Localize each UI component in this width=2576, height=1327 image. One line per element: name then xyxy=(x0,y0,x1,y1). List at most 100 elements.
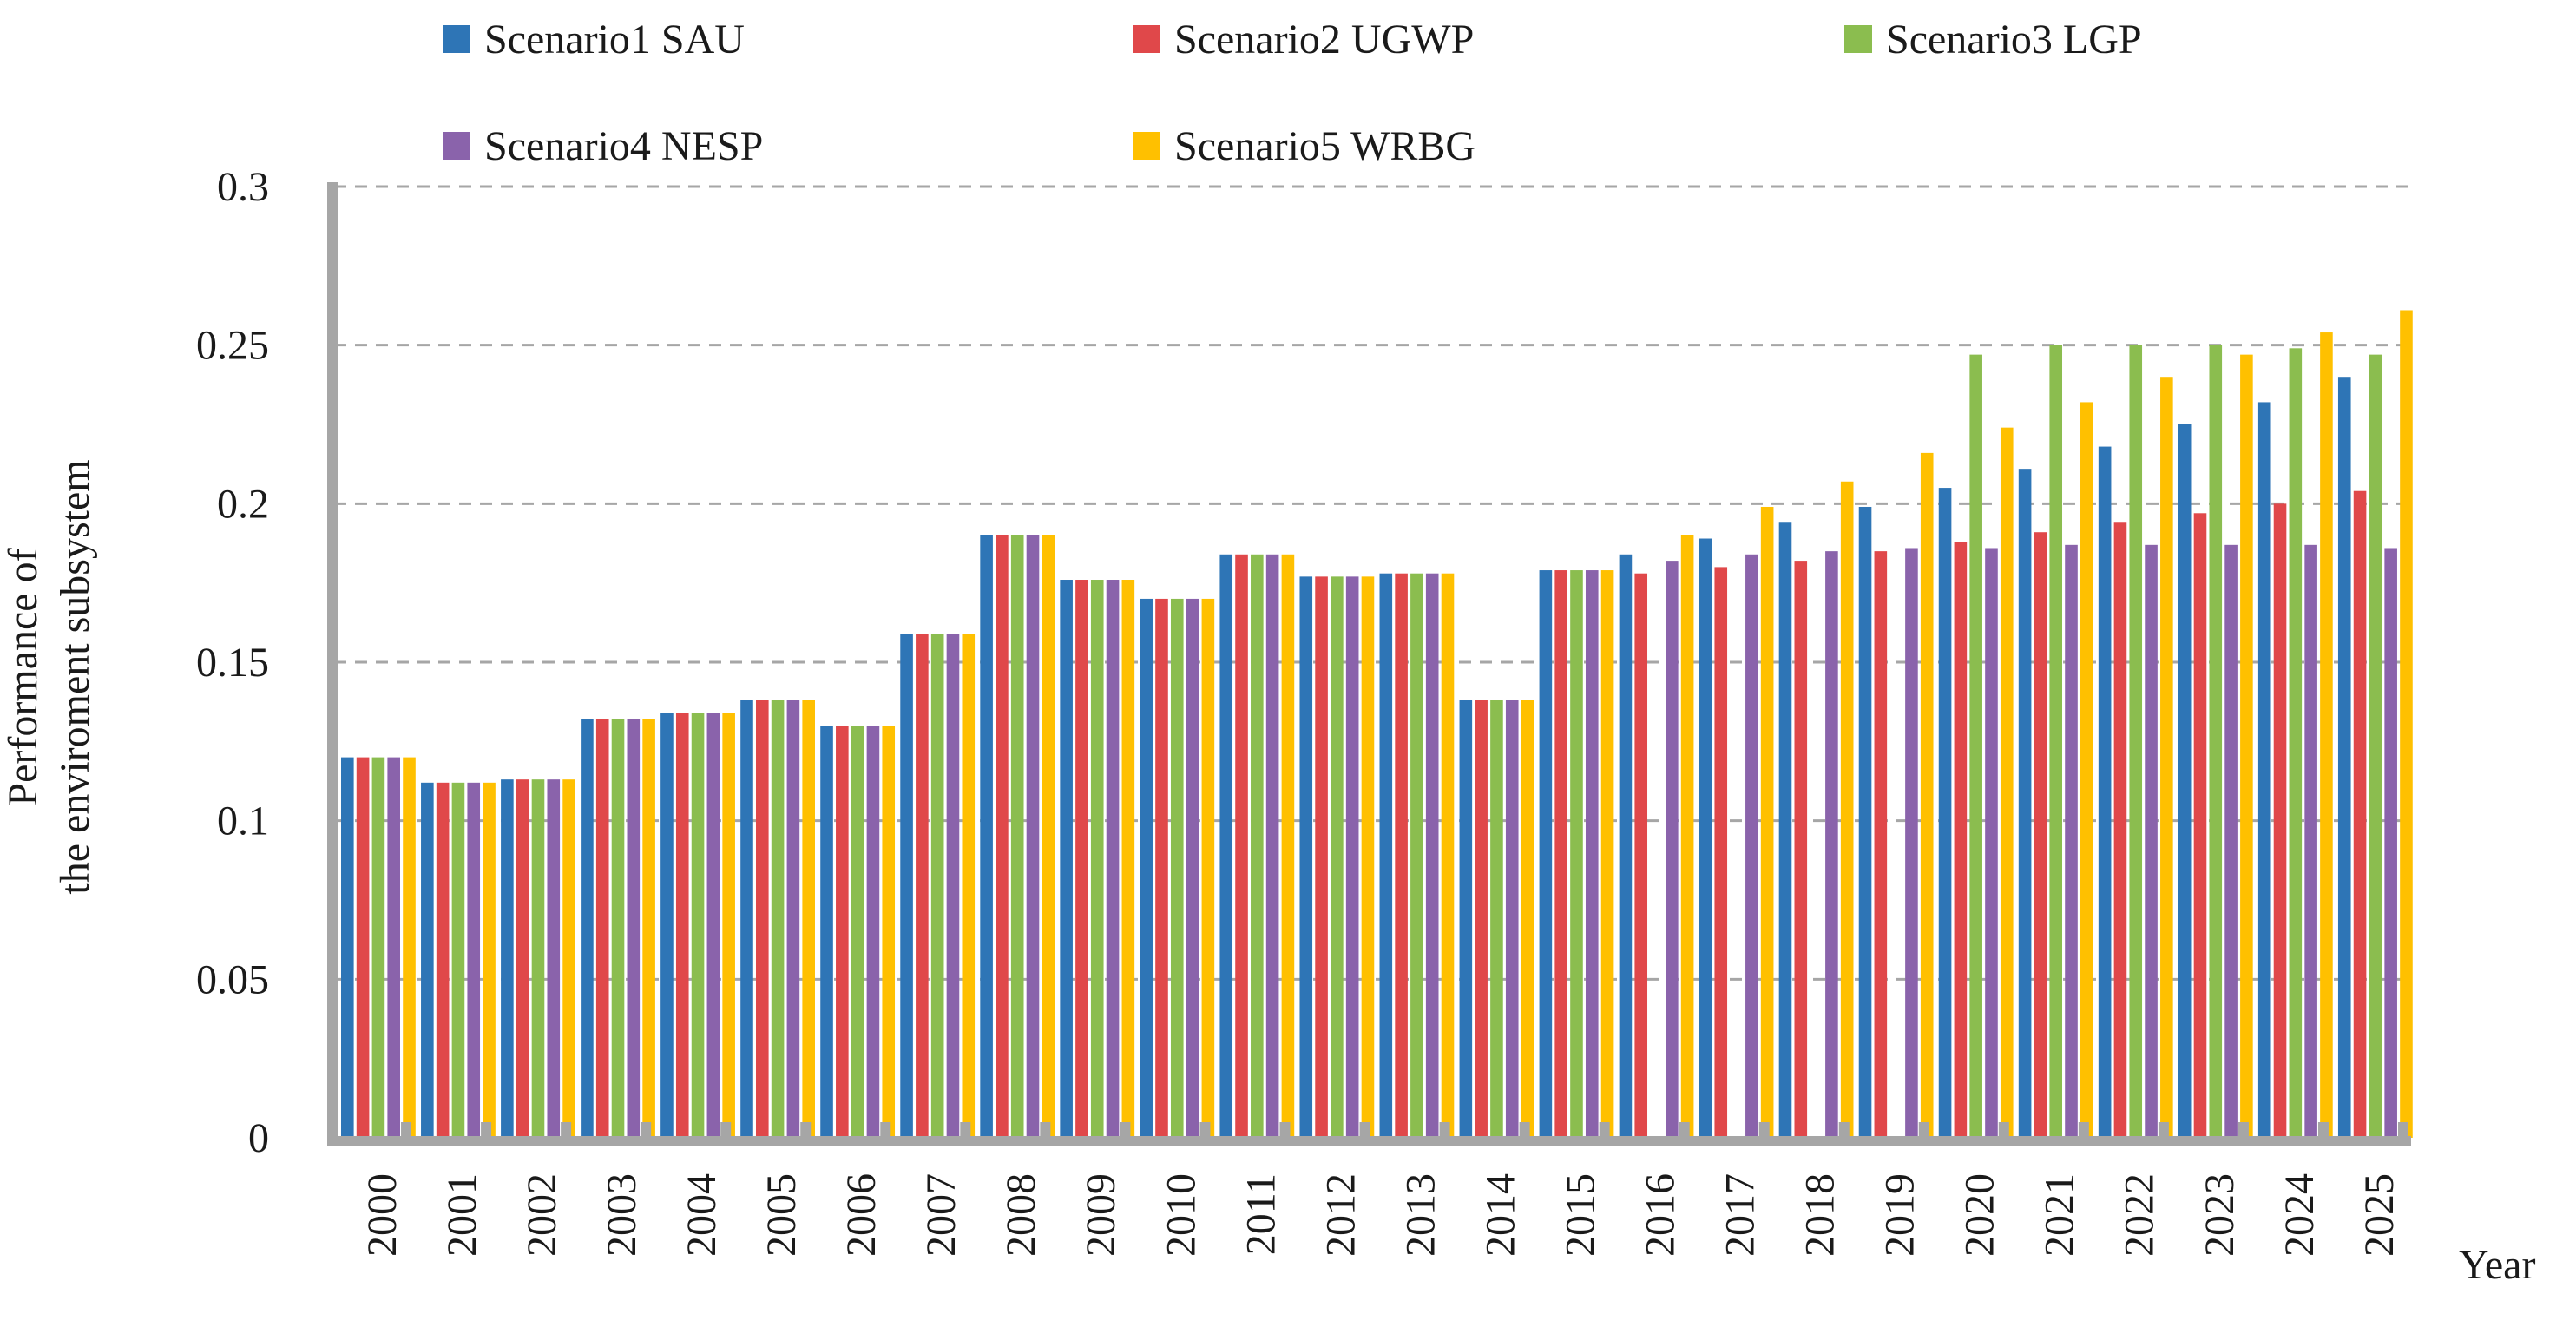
axis-tick-mark xyxy=(2398,1122,2408,1138)
bar xyxy=(627,719,641,1138)
bar xyxy=(1505,700,1519,1138)
y-tick-label: 0.15 xyxy=(196,640,269,686)
bar xyxy=(1299,576,1313,1138)
bar xyxy=(1760,506,1774,1138)
bar xyxy=(1155,598,1168,1138)
x-tick-label: 2012 xyxy=(1318,1173,1364,1257)
bar xyxy=(1459,700,1473,1138)
bar xyxy=(1680,535,1694,1138)
bar xyxy=(1570,570,1583,1138)
bar xyxy=(675,713,689,1138)
bar xyxy=(1379,573,1393,1138)
x-tick-label: 2005 xyxy=(759,1173,805,1257)
bar xyxy=(771,700,785,1138)
bar xyxy=(1361,576,1375,1138)
bar xyxy=(2129,345,2143,1139)
legend-entry: Scenario3 LGP xyxy=(1886,16,2142,62)
bar xyxy=(1600,570,1614,1138)
bar xyxy=(1521,700,1534,1138)
bar xyxy=(1874,551,1888,1138)
x-tick-label: 2024 xyxy=(2277,1173,2323,1257)
bar xyxy=(916,634,929,1138)
axis-tick-mark xyxy=(1758,1122,1770,1138)
bar xyxy=(2193,513,2207,1138)
x-tick-label: 2010 xyxy=(1158,1173,1204,1257)
x-tick-label: 2025 xyxy=(2356,1173,2402,1257)
y-tick-label: 0 xyxy=(248,1115,269,1161)
x-tick-label: 2002 xyxy=(519,1173,565,1257)
x-tick-label: 2011 xyxy=(1238,1173,1284,1255)
bar xyxy=(483,782,496,1138)
bar xyxy=(802,700,815,1138)
bar xyxy=(866,726,880,1138)
axis-tick-mark xyxy=(561,1122,572,1138)
bar xyxy=(900,634,913,1138)
bar xyxy=(1619,554,1633,1138)
x-tick-label: 2003 xyxy=(599,1173,645,1257)
bar xyxy=(2240,354,2253,1138)
y-tick-label: 0.2 xyxy=(217,481,269,527)
bar xyxy=(755,700,769,1138)
bar xyxy=(962,634,976,1138)
axis-tick-mark xyxy=(2078,1122,2089,1138)
bar xyxy=(1042,535,1055,1138)
bar xyxy=(2113,522,2127,1138)
bar xyxy=(2337,377,2351,1138)
bar xyxy=(1825,551,1838,1138)
bar xyxy=(691,713,705,1138)
bar xyxy=(1235,554,1248,1138)
axis-tick-mark xyxy=(720,1122,732,1138)
x-tick-label: 2000 xyxy=(359,1173,405,1257)
bar xyxy=(451,782,465,1138)
bar xyxy=(501,779,514,1138)
bar xyxy=(1954,542,1968,1138)
bar xyxy=(1794,561,1808,1138)
bar xyxy=(1969,354,1982,1138)
bar xyxy=(706,713,720,1138)
bar xyxy=(1265,554,1279,1138)
bar xyxy=(2018,469,2032,1138)
legend-entry: Scenario4 NESP xyxy=(484,123,763,169)
bar xyxy=(1331,576,1344,1138)
axis-tick-mark xyxy=(1519,1122,1530,1138)
legend-swatch xyxy=(1133,25,1160,53)
bars xyxy=(341,310,2413,1139)
bar xyxy=(2224,544,2238,1138)
legend: Scenario1 SAU Scenario2 UGWP Scenario3 LGP… xyxy=(443,16,2142,169)
y-axis-title-line2: the enviroment subsystem xyxy=(52,459,98,894)
bar xyxy=(946,634,960,1138)
bar xyxy=(2098,446,2112,1138)
axis-tick-mark xyxy=(2238,1122,2249,1138)
bar xyxy=(1699,538,1712,1138)
legend-entry: Scenario5 WRBG xyxy=(1174,123,1475,169)
axis-tick-mark xyxy=(2158,1122,2169,1138)
bar xyxy=(2320,332,2333,1138)
x-tick-label: 2015 xyxy=(1557,1173,1603,1257)
bar xyxy=(642,719,655,1138)
axis-tick-mark xyxy=(1838,1122,1850,1138)
bar xyxy=(1281,554,1295,1138)
bar xyxy=(1010,535,1024,1138)
axis-tick-mark xyxy=(2317,1122,2329,1138)
bar xyxy=(1106,580,1120,1138)
bar xyxy=(1490,700,1503,1138)
bar xyxy=(1395,573,1408,1138)
x-tick-label: 2017 xyxy=(1718,1173,1764,1257)
bar xyxy=(1905,548,1918,1138)
bar xyxy=(980,535,993,1138)
bar xyxy=(1840,481,1854,1138)
bar xyxy=(2049,345,2063,1139)
axis-tick-mark xyxy=(880,1122,891,1138)
bar xyxy=(2289,348,2303,1138)
x-tick-label: 2007 xyxy=(918,1173,964,1257)
bar xyxy=(1186,598,1199,1138)
axis-tick-mark xyxy=(1199,1122,1211,1138)
bar xyxy=(611,719,625,1138)
bar xyxy=(1778,522,1792,1138)
bar xyxy=(595,719,609,1138)
axis-tick-mark xyxy=(1679,1122,1690,1138)
x-tick-label: 2021 xyxy=(2037,1173,2083,1257)
bar xyxy=(1026,535,1040,1138)
bar xyxy=(1345,576,1359,1138)
